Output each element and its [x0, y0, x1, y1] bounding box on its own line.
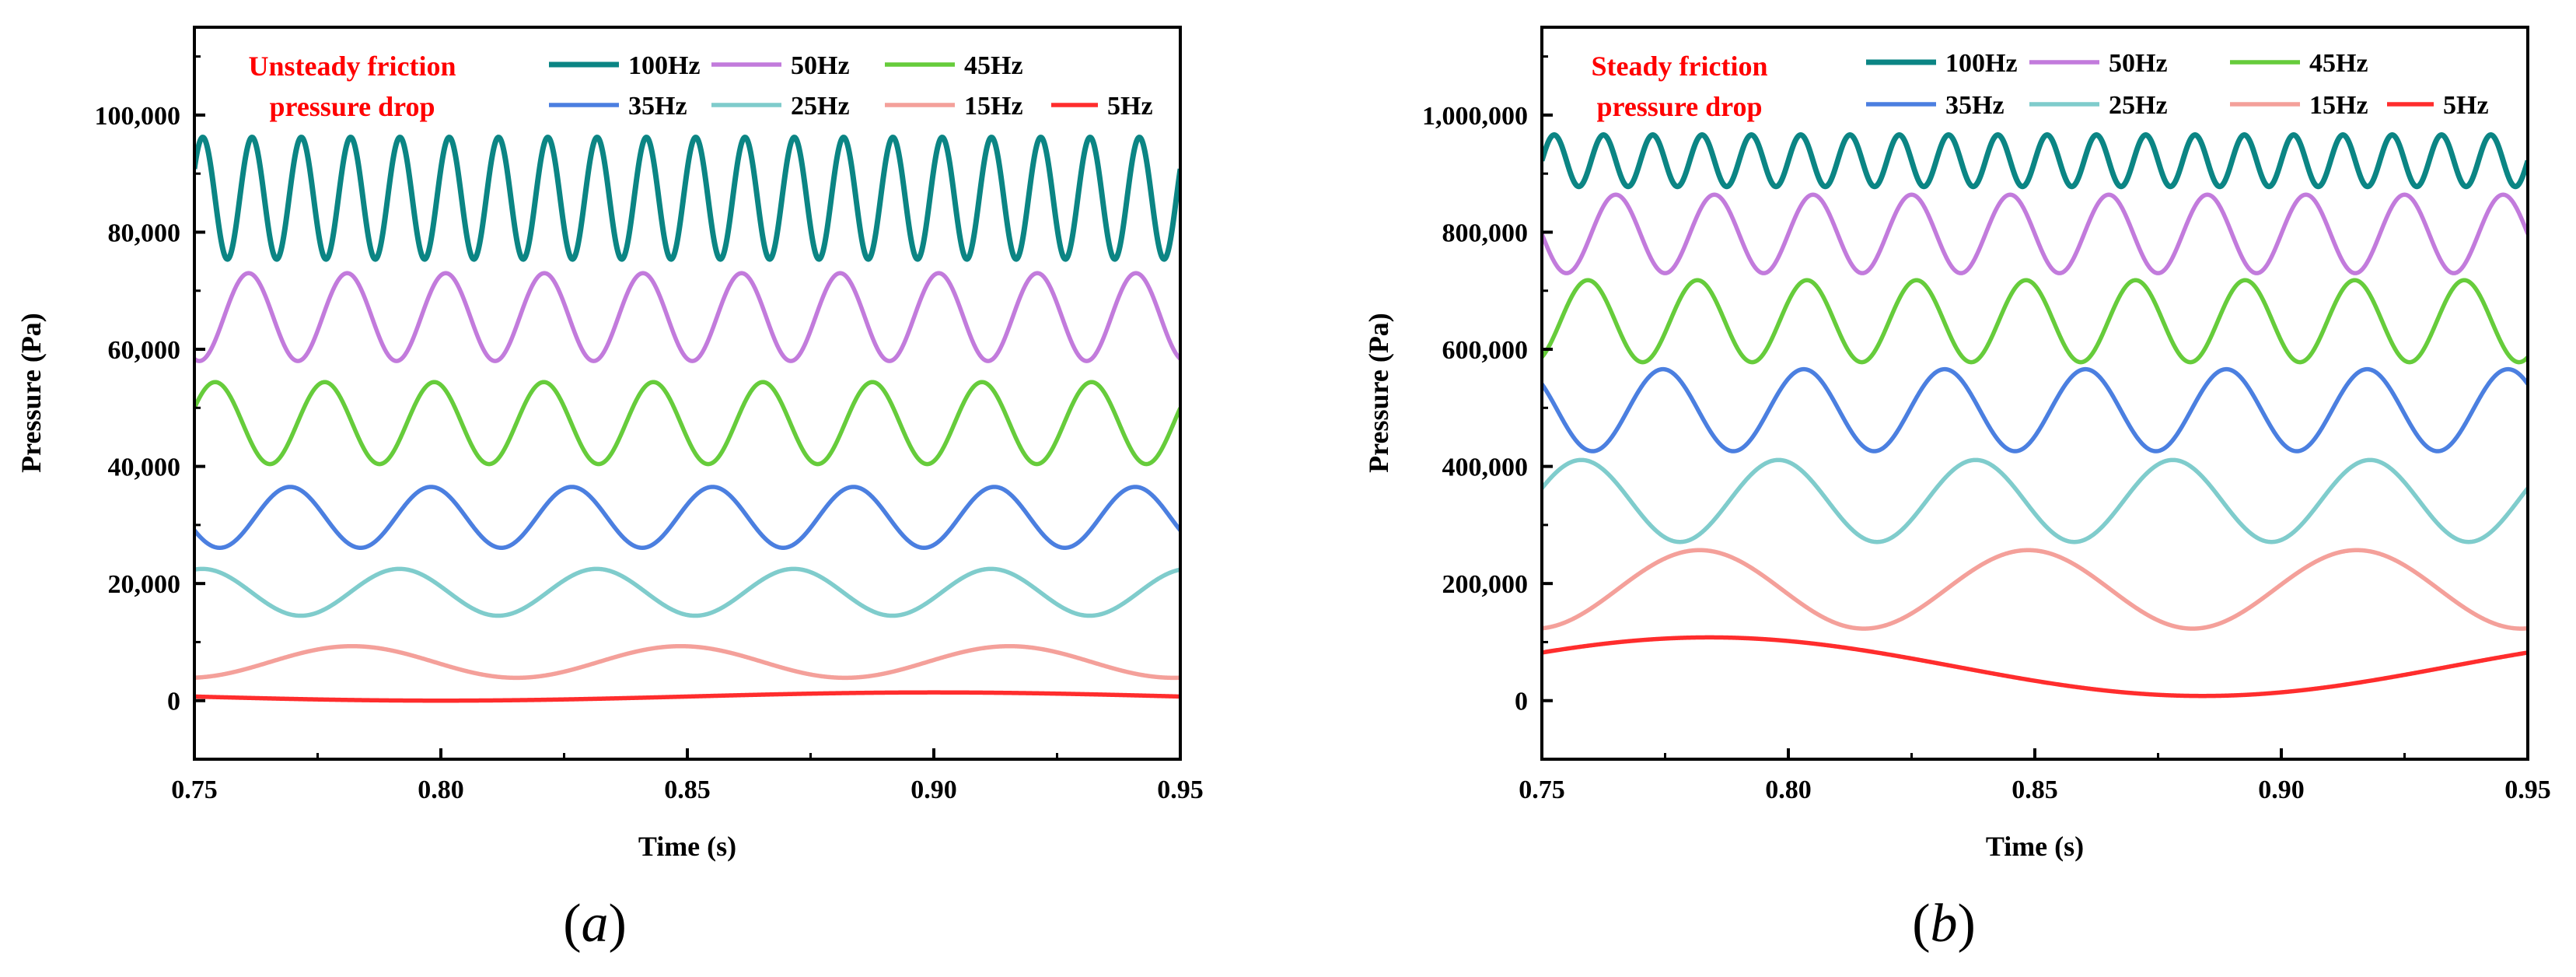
series-line-a-15hz: [194, 643, 1180, 681]
x-tick-label-a: 0.85: [664, 776, 711, 804]
legend-label-b-25hz: 25Hz: [2109, 91, 2168, 120]
series-line-a-100hz: [194, 135, 1180, 262]
chart-panel-a: 0 20,000 40,000 60,000 80,000 100,000 0.75 0.8…: [16, 26, 1204, 954]
x-ticks-a: 0.75 0.80 0.85 0.90 0.95: [171, 748, 1204, 804]
y-tick-label-b: 400,000: [1442, 453, 1529, 482]
legend-label-a-45hz: 45Hz: [964, 51, 1023, 80]
legend-a: 100Hz 50Hz 45Hz 35Hz 25Hz 15Hz 5Hz: [549, 51, 1153, 121]
panel-label-a: (a): [563, 894, 627, 954]
chart-panel-b: 0 200,000 400,000 600,000 800,000 1,000,000 0…: [1363, 26, 2551, 954]
x-tick-label-a: 0.80: [418, 776, 464, 804]
series-group-b: [1542, 132, 2528, 699]
series-line-b-100hz: [1542, 132, 2528, 190]
y-tick-label-a: 100,000: [95, 102, 181, 131]
x-tick-label-b: 0.85: [2012, 776, 2058, 804]
x-tick-label-b: 0.95: [2504, 776, 2551, 804]
series-line-b-25hz: [1542, 457, 2528, 545]
series-line-a-45hz: [194, 380, 1180, 467]
y-tick-label-b: 600,000: [1442, 336, 1529, 365]
x-axis-title-a: Time (s): [638, 831, 736, 862]
legend-label-a-35hz: 35Hz: [628, 92, 687, 121]
y-ticks-a: 0 20,000 40,000 60,000 80,000 100,000: [95, 55, 205, 716]
x-tick-label-a: 0.90: [911, 776, 957, 804]
x-tick-label-b: 0.75: [1519, 776, 1565, 804]
series-line-b-15hz: [1542, 548, 2528, 631]
plot-area-b: [1542, 132, 2528, 699]
legend-label-a-50hz: 50Hz: [791, 51, 850, 80]
x-tick-label-a: 0.75: [171, 776, 218, 804]
y-ticks-b: 0 200,000 400,000 600,000 800,000 1,000,000: [1422, 55, 1553, 716]
y-tick-label-b: 1,000,000: [1422, 102, 1528, 131]
y-tick-label-a: 0: [167, 688, 180, 716]
legend-label-a-25hz: 25Hz: [791, 92, 850, 121]
legend-label-b-35hz: 35Hz: [1945, 91, 2005, 120]
y-tick-label-a: 60,000: [108, 336, 181, 365]
x-ticks-b: 0.75 0.80 0.85 0.90 0.95: [1519, 748, 2551, 804]
series-line-b-50hz: [1542, 192, 2528, 275]
legend-label-a-5hz: 5Hz: [1107, 92, 1153, 121]
y-tick-label-b: 800,000: [1442, 219, 1529, 247]
series-line-a-5hz: [194, 690, 1180, 703]
series-line-a-50hz: [194, 271, 1180, 363]
annotation-a-line2: pressure drop: [269, 91, 435, 122]
series-group-a: [194, 135, 1180, 703]
series-line-a-35hz: [194, 485, 1180, 550]
x-axis-title-b: Time (s): [1986, 831, 2084, 862]
y-tick-label-b: 0: [1515, 688, 1528, 716]
y-tick-label-a: 20,000: [108, 570, 181, 599]
legend-label-b-45hz: 45Hz: [2309, 49, 2368, 78]
legend-b: 100Hz 50Hz 45Hz 35Hz 25Hz 15Hz 5Hz: [1866, 49, 2489, 120]
series-line-b-35hz: [1542, 366, 2528, 453]
y-tick-label-a: 40,000: [108, 453, 181, 482]
series-line-b-45hz: [1542, 278, 2528, 365]
legend-label-a-100hz: 100Hz: [628, 51, 701, 80]
legend-label-a-15hz: 15Hz: [964, 92, 1023, 121]
legend-label-b-15hz: 15Hz: [2309, 91, 2368, 120]
series-line-a-25hz: [194, 566, 1180, 618]
y-axis-title-a: Pressure (Pa): [16, 313, 47, 473]
plot-area-a: [194, 135, 1180, 703]
x-tick-label-b: 0.80: [1765, 776, 1812, 804]
series-line-b-5hz: [1542, 635, 2528, 699]
panel-label-b: (b): [1912, 894, 1976, 954]
x-tick-label-b: 0.90: [2258, 776, 2305, 804]
annotation-a-line1: Unsteady friction: [249, 51, 456, 82]
annotation-b-line1: Steady friction: [1592, 51, 1768, 82]
annotation-b-line2: pressure drop: [1596, 91, 1762, 122]
y-tick-label-b: 200,000: [1442, 570, 1529, 599]
x-tick-label-a: 0.95: [1157, 776, 1204, 804]
y-tick-label-a: 80,000: [108, 219, 181, 247]
legend-label-b-100hz: 100Hz: [1945, 49, 2018, 78]
legend-label-b-50hz: 50Hz: [2109, 49, 2168, 78]
y-axis-title-b: Pressure (Pa): [1363, 313, 1394, 473]
legend-label-b-5hz: 5Hz: [2443, 91, 2489, 120]
